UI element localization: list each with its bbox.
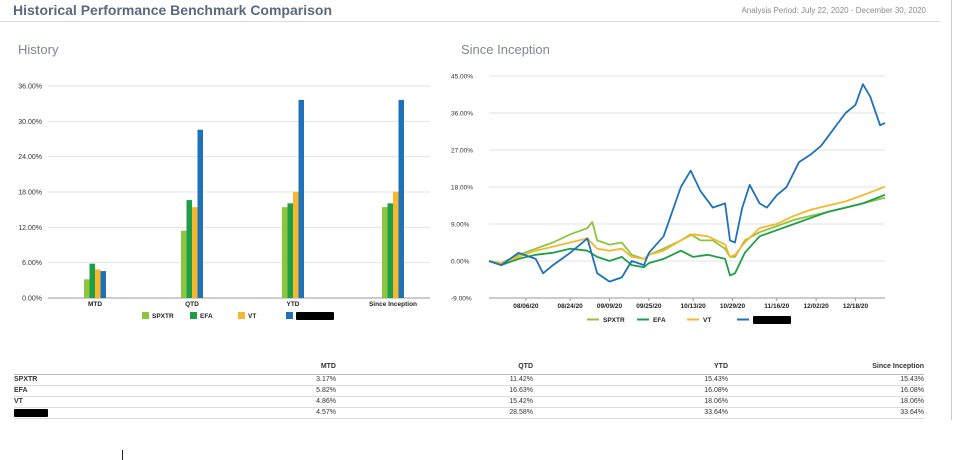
cell-since-inception: 18.06% (728, 396, 924, 408)
y-tick-label: 45.00% (451, 74, 473, 81)
bar (387, 203, 393, 298)
y-tick-label: 18.00% (18, 190, 42, 197)
x-tick-label: 10/13/20 (680, 303, 706, 310)
analysis-period: Analysis Period: July 22, 2020 - Decembe… (741, 6, 926, 15)
table-header-since-inception: Since Inception (728, 360, 924, 375)
cell-qtd: 15.42% (336, 396, 533, 408)
x-tick-label: 09/09/20 (597, 303, 623, 310)
legend-swatch (286, 312, 293, 319)
cell-qtd: 11.42% (336, 374, 533, 386)
cell-ytd: 18.06% (533, 396, 728, 408)
cell-ytd: 33.64% (533, 407, 728, 419)
bar (382, 207, 388, 298)
x-tick-label: Since Inception (369, 301, 417, 308)
table-header-qtd: QTD (336, 360, 533, 375)
x-tick-label: QTD (185, 301, 199, 308)
bar (197, 129, 203, 298)
x-tick-label: 10/29/20 (720, 303, 746, 310)
y-tick-label: 27.00% (451, 148, 473, 155)
bar (293, 191, 299, 298)
y-tick-label: 24.00% (18, 154, 42, 161)
since-inception-line-chart: -9.00% 0.00% 9.00% 18.00% 27.00% 36.00% 45.00%… (451, 74, 886, 324)
bar (287, 203, 293, 298)
panel-divider (951, 0, 952, 420)
bar (84, 279, 90, 298)
redaction-block (14, 408, 48, 417)
legend-label: EFA (653, 317, 666, 324)
legend-label: VT (703, 317, 711, 324)
table-header-row: MTD QTD YTD Since Inception (14, 360, 924, 375)
row-label-redacted (14, 407, 124, 419)
bar (393, 191, 399, 298)
x-tick-label: 12/02/20 (803, 303, 829, 310)
cell-since-inception: 33.64% (728, 407, 924, 419)
row-label: SPXTR (14, 374, 124, 386)
series-line (488, 83, 886, 283)
y-tick-label: 0.00% (451, 259, 470, 266)
table-row: 4.57% 28.58% 33.64% 33.64% (14, 407, 924, 419)
x-tick-label: 12/18/20 (843, 303, 869, 310)
x-tick-label: 08/24/20 (558, 303, 584, 310)
table-header-ytd: YTD (533, 360, 728, 375)
legend-swatch (190, 312, 197, 319)
report-header: Historical Performance Benchmark Compari… (0, 0, 940, 22)
x-tick-label: 08/06/20 (513, 303, 539, 310)
y-tick-label: 30.00% (18, 119, 42, 126)
inception-chart-title: Since Inception (461, 42, 550, 57)
bar (95, 269, 101, 298)
table-header-mtd: MTD (124, 360, 336, 375)
legend-swatch (238, 312, 245, 319)
bar (282, 207, 288, 298)
legend-redaction (753, 316, 791, 324)
report-title: Historical Performance Benchmark Compari… (13, 2, 332, 18)
table-row: VT 4.86% 15.42% 18.06% 18.06% (14, 396, 924, 408)
cell-qtd: 16.63% (336, 385, 533, 397)
cell-ytd: 16.08% (533, 385, 728, 397)
cell-mtd: 4.86% (124, 396, 336, 408)
bar (298, 99, 304, 298)
history-bar-chart: 0.00% 6.00% 12.00% 18.00% 24.00% 30.00% 36.00%… (18, 84, 430, 320)
cell-since-inception: 16.08% (728, 385, 924, 397)
bar (89, 263, 95, 298)
row-label: VT (14, 396, 124, 408)
bar (186, 200, 192, 298)
cell-qtd: 28.58% (336, 407, 533, 419)
table-header-blank (14, 360, 124, 375)
legend-redaction (296, 312, 334, 320)
legend-label: SPXTR (152, 313, 174, 320)
performance-table: MTD QTD YTD Since Inception SPXTR 3.17% … (14, 360, 924, 419)
y-tick-label: 6.00% (22, 260, 42, 267)
cell-mtd: 5.82% (124, 385, 336, 397)
y-tick-label: 18.00% (451, 185, 473, 192)
bar (181, 230, 187, 298)
bar (192, 207, 198, 298)
row-label: EFA (14, 385, 124, 397)
cell-mtd: 4.57% (124, 407, 336, 419)
series-line (488, 193, 886, 277)
series-line (488, 185, 886, 264)
history-chart-title: History (18, 42, 59, 57)
x-tick-label: YTD (287, 301, 300, 308)
y-tick-label: 0.00% (22, 296, 42, 303)
legend-swatch (142, 312, 149, 319)
y-tick-label: 9.00% (451, 222, 470, 229)
x-tick-label: 09/25/20 (636, 303, 662, 310)
x-tick-label: MTD (88, 301, 102, 308)
cell-ytd: 15.43% (533, 374, 728, 386)
cell-since-inception: 15.43% (728, 374, 924, 386)
legend-label: EFA (200, 313, 213, 320)
bar (100, 271, 106, 298)
bar (398, 99, 404, 298)
table-row: EFA 5.82% 16.63% 16.08% 16.08% (14, 385, 924, 397)
text-cursor (122, 450, 123, 460)
cell-mtd: 3.17% (124, 374, 336, 386)
x-tick-label: 11/16/20 (764, 303, 789, 310)
legend-label: VT (248, 313, 256, 320)
table-row: SPXTR 3.17% 11.42% 15.43% 15.43% (14, 374, 924, 386)
y-tick-label: -9.00% (451, 296, 472, 303)
y-tick-label: 36.00% (451, 111, 473, 118)
y-tick-label: 12.00% (18, 225, 42, 232)
legend-label: SPXTR (603, 317, 625, 324)
y-tick-label: 36.00% (18, 84, 42, 91)
